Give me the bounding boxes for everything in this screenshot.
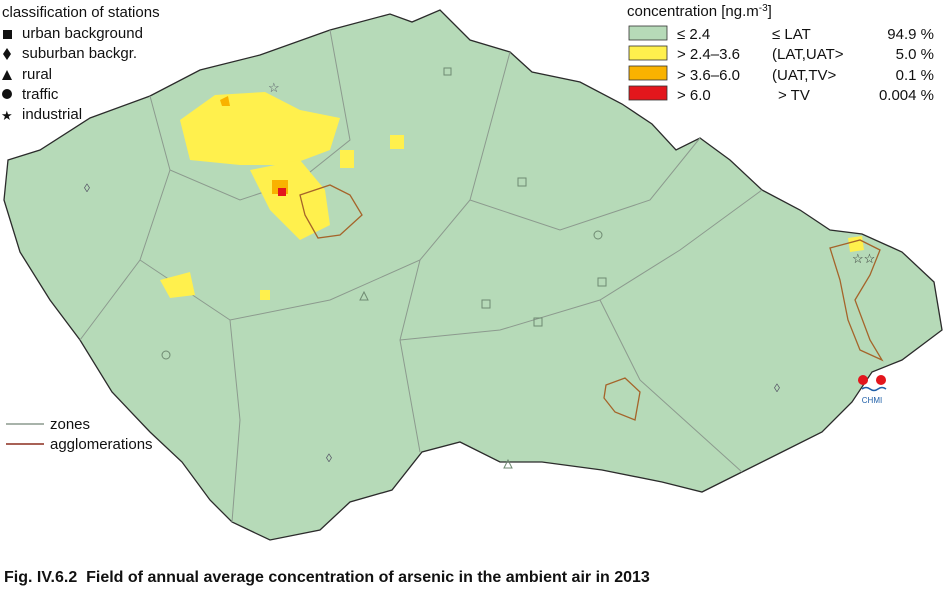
range: > 2.4–3.6 [677,46,740,63]
legend-item: industrial [22,106,82,123]
chmi-logo: CHMI [858,375,887,405]
legend-item: traffic [22,86,59,103]
svg-text:◊: ◊ [774,381,780,395]
range: > 6.0 [677,87,711,104]
stations: ☆ ☆☆ ◊ ◊ ◊ [84,67,875,469]
svg-text:◊: ◊ [84,181,90,195]
legend-title: concentration [ng.m-3] [627,3,772,20]
range: ≤ 2.4 [677,26,710,43]
concentration-legend: concentration [ng.m-3] ≤ 2.4 ≤ LAT 94.9 … [627,3,934,104]
svg-text:◊: ◊ [326,451,332,465]
share: 5.0 % [896,46,934,63]
legend-item: suburban backgr. [22,45,137,62]
svg-text:★: ★ [1,108,13,123]
legend-title: classification of stations [2,4,160,21]
caption: Fig. IV.6.2 Field of annual average conc… [4,569,650,586]
agglomeration-boundaries [299,184,884,421]
class: (LAT,UAT> [772,46,844,63]
legend-item: zones [50,416,90,433]
share: 0.004 % [879,87,934,104]
concentration-fields [160,92,864,300]
class: (UAT,TV> [772,67,837,84]
svg-text:☆☆: ☆☆ [852,251,875,266]
legend-item: rural [22,66,52,83]
class: ≤ LAT [772,26,811,43]
lines-legend: zones agglomerations [6,416,153,453]
zone-boundaries [79,29,763,523]
legend-item: urban background [22,25,143,42]
svg-text:☆: ☆ [268,80,280,95]
class: > TV [778,87,810,104]
stations-legend: classification of stations urban backgro… [1,4,160,123]
share: 0.1 % [896,67,934,84]
range: > 3.6–6.0 [677,67,740,84]
logo-text: CHMI [862,396,882,405]
share: 94.9 % [887,26,934,43]
legend-item: agglomerations [50,436,153,453]
